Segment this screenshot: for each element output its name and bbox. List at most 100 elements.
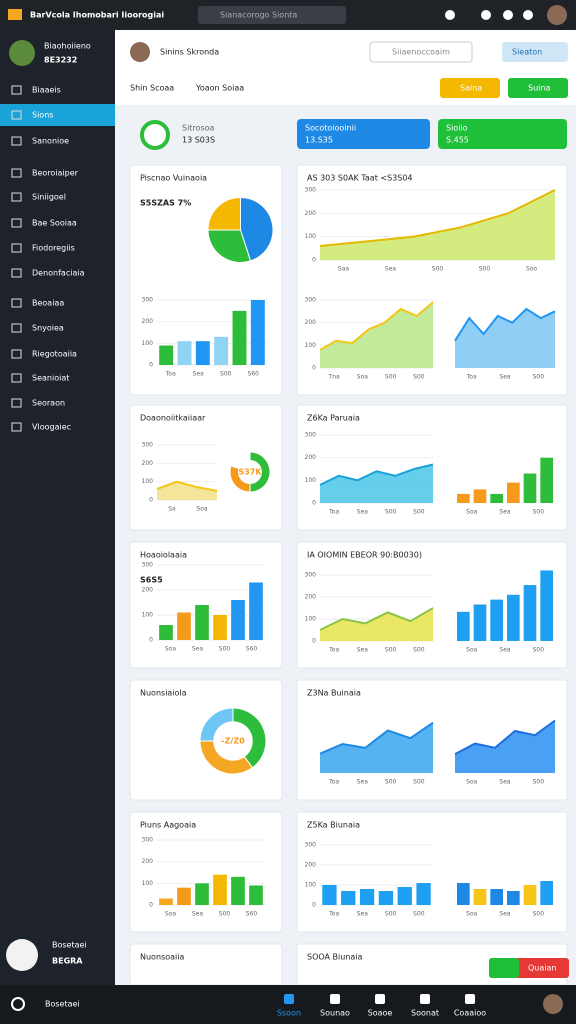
top-icon[interactable] xyxy=(445,10,455,20)
y-tick-label: 300 xyxy=(142,442,154,449)
tab[interactable]: Yoaon Soiaa xyxy=(195,84,244,93)
area xyxy=(320,302,433,368)
card-title: Z6Ka Paruaia xyxy=(307,414,360,423)
avatar[interactable] xyxy=(543,994,563,1014)
x-tick-label: Toa xyxy=(328,509,339,516)
bar xyxy=(540,881,553,905)
y-tick-label: 100 xyxy=(142,340,154,347)
logo xyxy=(8,9,22,20)
x-tick-label: Sea xyxy=(357,647,369,654)
y-tick-label: 100 xyxy=(142,880,154,887)
nav-icon[interactable] xyxy=(465,994,475,1004)
y-tick-label: 0 xyxy=(312,257,316,264)
x-tick-label: S00 xyxy=(533,911,545,918)
stat-label: Sitrosoa xyxy=(182,124,215,133)
nav-item[interactable]: Vloogaiec xyxy=(32,423,71,432)
item-icon xyxy=(11,268,22,278)
bar xyxy=(159,625,173,640)
x-tick-label: Soa xyxy=(357,374,368,381)
y-tick-label: 0 xyxy=(312,365,316,372)
nav-item[interactable]: Biaaeis xyxy=(32,86,61,95)
donut-hole xyxy=(238,460,262,484)
bar xyxy=(490,599,503,641)
x-tick-label: Sea xyxy=(499,647,511,654)
y-tick-label: 100 xyxy=(305,233,317,240)
nav-item[interactable]: Beoaiaa xyxy=(32,299,64,308)
line xyxy=(319,189,556,247)
nav-item[interactable]: Beoroiaiper xyxy=(32,169,79,178)
nav-label[interactable]: Ssoon xyxy=(277,1009,301,1018)
x-tick-label: Sea xyxy=(499,374,511,381)
profile-id: 8E3232 xyxy=(44,56,77,65)
search-box[interactable] xyxy=(198,6,346,24)
x-tick-label: Toa xyxy=(328,911,339,918)
card xyxy=(129,811,283,933)
nav-item[interactable]: Siniigoel xyxy=(32,193,66,202)
tab[interactable]: Shin Scoaa xyxy=(130,84,174,93)
nav-label[interactable]: Sounao xyxy=(320,1009,350,1018)
nav-icon[interactable] xyxy=(284,994,294,1004)
nav-item[interactable]: Sanonioe xyxy=(32,137,69,146)
x-tick-label: S00 xyxy=(533,374,545,381)
top-icon[interactable] xyxy=(503,10,513,20)
bar xyxy=(231,600,245,640)
card-title: SOOA Biunaia xyxy=(307,953,363,962)
bottom-bar xyxy=(0,985,576,1024)
top-icon[interactable] xyxy=(481,10,491,20)
nav-item[interactable]: Fiodoregiis xyxy=(32,244,75,253)
x-tick-label: S00 xyxy=(219,646,231,653)
bar xyxy=(249,885,263,905)
profile-name: Biaohoiieno xyxy=(44,42,91,51)
nav-label[interactable]: Soonat xyxy=(411,1009,439,1018)
x-tick-label: Sea xyxy=(357,779,369,786)
action-button[interactable] xyxy=(440,78,500,98)
footer-avatar xyxy=(6,939,38,971)
x-tick-label: Saa xyxy=(338,266,349,273)
nav-item[interactable]: Bae Sooiaa xyxy=(32,219,77,228)
nav-icon[interactable] xyxy=(375,994,385,1004)
nav-item[interactable]: Seanioiat xyxy=(32,374,69,383)
nav-item[interactable]: Denonfaciaia xyxy=(32,269,85,278)
nav-item[interactable]: Snyoiea xyxy=(32,324,64,333)
y-tick-label: 200 xyxy=(142,858,154,865)
bar xyxy=(378,891,394,905)
bar xyxy=(231,876,245,905)
x-tick-label: S00 xyxy=(432,266,444,273)
avatar[interactable] xyxy=(547,5,567,25)
action-button[interactable] xyxy=(508,78,568,98)
top-icon[interactable] xyxy=(523,10,533,20)
stat-value: S.455 xyxy=(446,136,469,145)
x-tick-label: S00 xyxy=(385,779,397,786)
float-button-left xyxy=(489,958,519,978)
y-tick-label: 0 xyxy=(149,637,153,644)
y-tick-label: 0 xyxy=(149,902,153,909)
bar xyxy=(159,898,173,905)
nav-icon[interactable] xyxy=(420,994,430,1004)
y-tick-label: 0 xyxy=(312,500,316,507)
nav-item[interactable]: Seoraon xyxy=(32,399,65,408)
x-tick-label: S00 xyxy=(413,911,425,918)
nav-item[interactable]: Sions xyxy=(32,111,53,120)
x-tick-label: S60 xyxy=(248,371,260,378)
bar xyxy=(457,493,470,503)
stat-card xyxy=(297,119,430,149)
nav-label[interactable]: Coaaioo xyxy=(454,1009,486,1018)
bar xyxy=(523,473,537,503)
header-button[interactable] xyxy=(502,42,568,62)
header-search[interactable] xyxy=(369,41,473,63)
nav-label[interactable]: Soaoe xyxy=(368,1009,393,1018)
bar xyxy=(473,489,487,503)
x-tick-label: Toa xyxy=(328,779,339,786)
x-tick-label: Toa xyxy=(165,371,176,378)
search-text: Sianacorogo Sionta xyxy=(220,11,297,20)
bar xyxy=(507,891,520,905)
nav-item[interactable]: Riegotoaiia xyxy=(32,350,77,359)
area xyxy=(455,720,555,773)
line xyxy=(454,719,556,755)
item-icon xyxy=(11,136,22,146)
nav-icon[interactable] xyxy=(330,994,340,1004)
y-tick-label: 200 xyxy=(142,318,154,325)
card-title: AS 303 S0AK Taat <S3S04 xyxy=(307,174,413,183)
item-icon xyxy=(11,398,22,408)
x-tick-label: S00 xyxy=(413,374,425,381)
